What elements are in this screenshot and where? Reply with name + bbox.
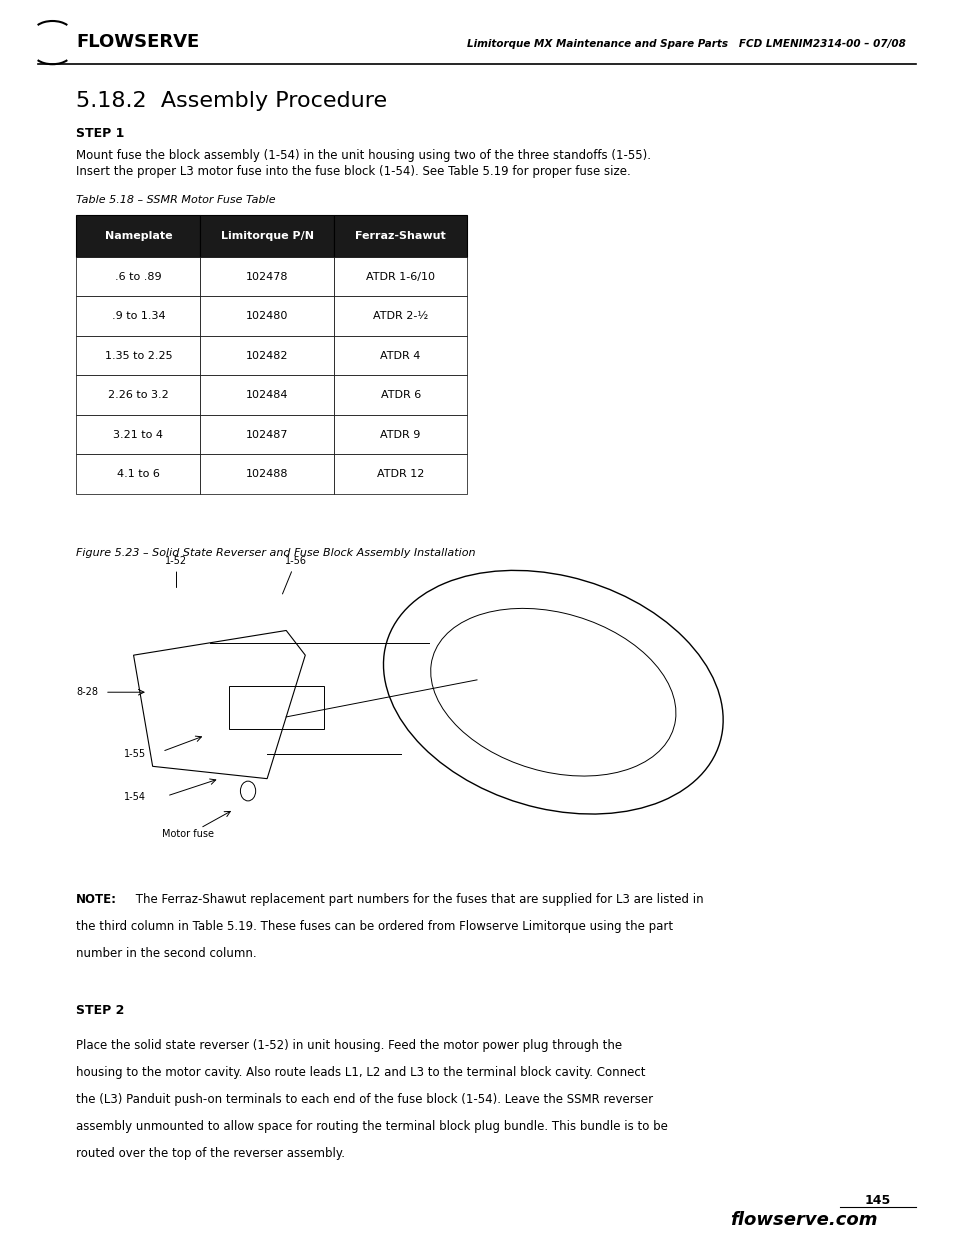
Text: routed over the top of the reverser assembly.: routed over the top of the reverser asse… <box>76 1147 345 1161</box>
FancyBboxPatch shape <box>334 215 467 257</box>
FancyBboxPatch shape <box>76 454 200 494</box>
FancyBboxPatch shape <box>200 215 334 257</box>
Text: Limitorque P/N: Limitorque P/N <box>220 231 314 241</box>
FancyBboxPatch shape <box>76 257 200 296</box>
Text: 2.26 to 3.2: 2.26 to 3.2 <box>108 390 169 400</box>
Text: Place the solid state reverser (1-52) in unit housing. Feed the motor power plug: Place the solid state reverser (1-52) in… <box>76 1039 621 1052</box>
Text: 102480: 102480 <box>246 311 288 321</box>
Text: Motor fuse: Motor fuse <box>162 829 214 840</box>
Text: Limitorque MX Maintenance and Spare Parts   FCD LMENIM2314-00 – 07/08: Limitorque MX Maintenance and Spare Part… <box>467 40 905 49</box>
FancyBboxPatch shape <box>334 375 467 415</box>
Text: Nameplate: Nameplate <box>105 231 172 241</box>
FancyBboxPatch shape <box>200 296 334 336</box>
FancyBboxPatch shape <box>200 257 334 296</box>
Text: Insert the proper L3 motor fuse into the fuse block (1-54). See Table 5.19 for p: Insert the proper L3 motor fuse into the… <box>76 165 630 178</box>
Text: the third column in Table 5.19. These fuses can be ordered from Flowserve Limito: the third column in Table 5.19. These fu… <box>76 920 673 934</box>
Text: assembly unmounted to allow space for routing the terminal block plug bundle. Th: assembly unmounted to allow space for ro… <box>76 1120 667 1134</box>
Text: .9 to 1.34: .9 to 1.34 <box>112 311 165 321</box>
FancyBboxPatch shape <box>76 215 200 257</box>
Text: 8-28: 8-28 <box>76 687 98 698</box>
Text: ATDR 6: ATDR 6 <box>380 390 420 400</box>
FancyBboxPatch shape <box>76 415 200 454</box>
FancyBboxPatch shape <box>334 454 467 494</box>
FancyBboxPatch shape <box>76 375 200 415</box>
Text: 145: 145 <box>863 1194 890 1207</box>
FancyBboxPatch shape <box>334 415 467 454</box>
Text: .6 to .89: .6 to .89 <box>115 272 161 282</box>
Text: Table 5.18 – SSMR Motor Fuse Table: Table 5.18 – SSMR Motor Fuse Table <box>76 195 275 205</box>
Text: 1-56: 1-56 <box>282 557 307 594</box>
Text: ATDR 2-½: ATDR 2-½ <box>373 311 428 321</box>
Text: 1-52: 1-52 <box>165 557 188 588</box>
Text: NOTE:: NOTE: <box>76 893 117 906</box>
Text: 3.21 to 4: 3.21 to 4 <box>113 430 163 440</box>
Text: the (L3) Panduit push-on terminals to each end of the fuse block (1-54). Leave t: the (L3) Panduit push-on terminals to ea… <box>76 1093 653 1107</box>
Text: 102478: 102478 <box>246 272 288 282</box>
Text: STEP 1: STEP 1 <box>76 127 125 140</box>
FancyBboxPatch shape <box>200 336 334 375</box>
Text: The Ferraz-Shawut replacement part numbers for the fuses that are supplied for L: The Ferraz-Shawut replacement part numbe… <box>132 893 702 906</box>
Bar <box>229 687 324 730</box>
Text: 102484: 102484 <box>246 390 288 400</box>
Text: Figure 5.23 – Solid State Reverser and Fuse Block Assembly Installation: Figure 5.23 – Solid State Reverser and F… <box>76 548 476 558</box>
Text: 1-55: 1-55 <box>124 748 146 760</box>
Text: 102482: 102482 <box>246 351 288 361</box>
FancyBboxPatch shape <box>200 454 334 494</box>
Text: ATDR 1-6/10: ATDR 1-6/10 <box>366 272 435 282</box>
FancyBboxPatch shape <box>334 336 467 375</box>
Text: housing to the motor cavity. Also route leads L1, L2 and L3 to the terminal bloc: housing to the motor cavity. Also route … <box>76 1066 645 1079</box>
FancyBboxPatch shape <box>200 415 334 454</box>
Text: ATDR 4: ATDR 4 <box>380 351 420 361</box>
Text: number in the second column.: number in the second column. <box>76 947 256 961</box>
FancyBboxPatch shape <box>76 296 200 336</box>
Text: Ferraz-Shawut: Ferraz-Shawut <box>355 231 446 241</box>
FancyBboxPatch shape <box>76 336 200 375</box>
FancyBboxPatch shape <box>200 375 334 415</box>
Text: Mount fuse the block assembly (1-54) in the unit housing using two of the three : Mount fuse the block assembly (1-54) in … <box>76 149 651 162</box>
Text: ATDR 9: ATDR 9 <box>380 430 420 440</box>
FancyBboxPatch shape <box>334 257 467 296</box>
Text: 1.35 to 2.25: 1.35 to 2.25 <box>105 351 172 361</box>
Text: 102488: 102488 <box>246 469 288 479</box>
FancyBboxPatch shape <box>334 296 467 336</box>
Text: flowserve.com: flowserve.com <box>729 1212 877 1229</box>
Text: 102487: 102487 <box>246 430 288 440</box>
Text: 4.1 to 6: 4.1 to 6 <box>117 469 159 479</box>
Text: ATDR 12: ATDR 12 <box>376 469 424 479</box>
Text: 1-54: 1-54 <box>124 792 146 803</box>
Text: 5.18.2  Assembly Procedure: 5.18.2 Assembly Procedure <box>76 91 387 111</box>
Text: FLOWSERVE: FLOWSERVE <box>76 33 199 51</box>
Text: STEP 2: STEP 2 <box>76 1004 125 1018</box>
